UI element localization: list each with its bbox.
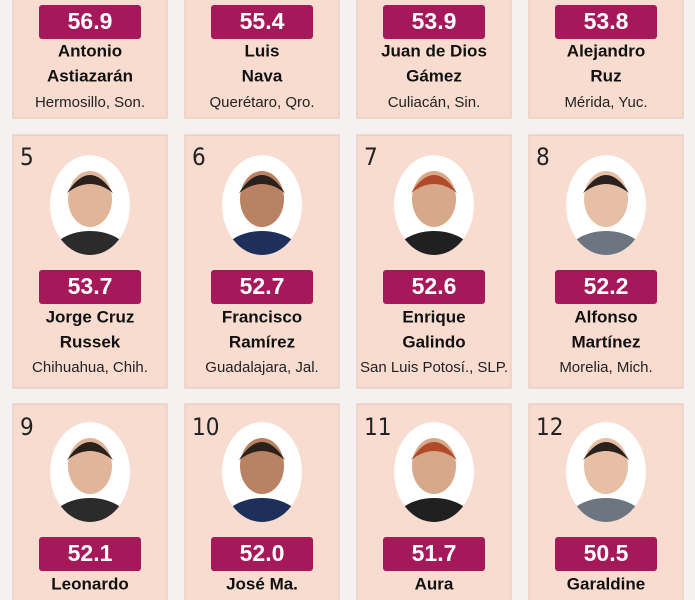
portrait [222,155,302,255]
portrait-body [566,231,646,255]
name-line: Francisco [222,307,302,326]
name-line: Luis [245,41,280,60]
score: 53.7 [68,273,113,299]
portrait-body [50,231,130,255]
rank-number: 9 [20,413,34,441]
city: Querétaro, Qro. [209,94,314,111]
portrait-hair [583,442,629,460]
name-line: Astiazarán [47,66,133,85]
portrait-hair [67,442,113,460]
name-line: Aura [415,574,454,593]
portrait-body [222,498,302,522]
portrait [50,422,130,522]
name-line: Juan de Dios [381,41,487,60]
score-badge [39,5,141,39]
score: 52.0 [240,540,285,566]
score-badge [211,5,313,39]
name-line: Ramírez [229,332,295,351]
portrait [566,155,646,255]
score-badge [383,270,485,304]
city: Mérida, Yuc. [564,94,647,111]
name-line: Jorge Cruz [46,307,135,326]
portrait-body [394,498,474,522]
name-line: Nava [242,66,283,85]
score: 52.6 [412,273,457,299]
score-badge [555,5,657,39]
rank-number: 12 [536,413,563,441]
name-line: José Ma. [226,574,298,593]
portrait-image [566,155,646,255]
score-badge [383,5,485,39]
name-line: Leonardo [51,574,128,593]
rank-number: 5 [20,143,34,171]
portrait-body [50,498,130,522]
name-line: Garaldine [567,574,645,593]
portrait-hair [583,175,629,193]
portrait [566,422,646,522]
portrait-image [222,155,302,255]
rank-number: 6 [192,143,206,171]
name-line: Martínez [572,332,641,351]
city: Chihuahua, Chih. [32,359,148,376]
score: 53.9 [412,8,457,34]
score-badge [211,537,313,571]
score: 55.4 [240,8,285,34]
name-line: Alfonso [574,307,637,326]
name-line: Antonio [58,41,122,60]
score: 50.5 [584,540,629,566]
rank-number: 10 [192,413,219,441]
portrait [222,422,302,522]
portrait-image [50,422,130,522]
portrait-body [394,231,474,255]
rank-number: 11 [364,413,391,441]
score-badge [39,270,141,304]
portrait-hair [239,442,285,460]
portrait-image [394,422,474,522]
portrait [394,422,474,522]
score-badge [555,270,657,304]
score: 53.8 [584,8,629,34]
portrait [394,155,474,255]
name-line: Gámez [406,66,462,85]
name-line: Enrique [402,307,465,326]
portrait-hair [411,442,457,460]
city: Morelia, Mich. [559,359,652,376]
city: Hermosillo, Son. [35,94,145,111]
name-line: Galindo [402,332,465,351]
score: 56.9 [68,8,113,34]
rank-number: 8 [536,143,550,171]
score: 52.2 [584,273,629,299]
score-badge [383,537,485,571]
name-line: Alejandro [567,41,645,60]
city: San Luis Potosí., SLP. [360,359,508,376]
portrait-image [566,422,646,522]
city: Culiacán, Sin. [388,94,481,111]
portrait-hair [239,175,285,193]
score: 51.7 [412,540,457,566]
portrait-body [566,498,646,522]
score: 52.7 [240,273,285,299]
name-line: Ruz [590,66,621,85]
portrait [50,155,130,255]
portrait-hair [67,175,113,193]
city: Guadalajara, Jal. [205,359,318,376]
portrait-image [50,155,130,255]
portrait-body [222,231,302,255]
portrait-image [394,155,474,255]
name-line: Russek [60,332,121,351]
portrait-hair [411,175,457,193]
score-badge [555,537,657,571]
score-badge [211,270,313,304]
score-badge [39,537,141,571]
score: 52.1 [68,540,113,566]
rank-number: 7 [364,143,378,171]
portrait-image [222,422,302,522]
